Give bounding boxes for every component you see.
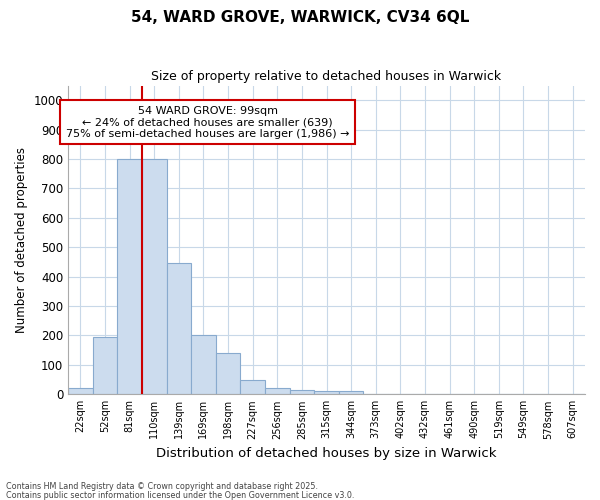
Bar xyxy=(314,392,339,394)
Bar xyxy=(241,380,265,394)
Bar xyxy=(191,336,216,394)
Bar xyxy=(142,159,167,394)
Bar xyxy=(167,264,191,394)
Text: 54, WARD GROVE, WARWICK, CV34 6QL: 54, WARD GROVE, WARWICK, CV34 6QL xyxy=(131,10,469,25)
Bar xyxy=(216,353,241,395)
Bar xyxy=(117,159,142,394)
Title: Size of property relative to detached houses in Warwick: Size of property relative to detached ho… xyxy=(151,70,502,83)
Bar xyxy=(339,392,364,394)
X-axis label: Distribution of detached houses by size in Warwick: Distribution of detached houses by size … xyxy=(156,447,497,460)
Text: Contains public sector information licensed under the Open Government Licence v3: Contains public sector information licen… xyxy=(6,490,355,500)
Bar xyxy=(68,388,92,394)
Text: 54 WARD GROVE: 99sqm
← 24% of detached houses are smaller (639)
75% of semi-deta: 54 WARD GROVE: 99sqm ← 24% of detached h… xyxy=(66,106,349,139)
Bar xyxy=(92,337,117,394)
Text: Contains HM Land Registry data © Crown copyright and database right 2025.: Contains HM Land Registry data © Crown c… xyxy=(6,482,318,491)
Bar xyxy=(265,388,290,394)
Bar xyxy=(290,390,314,394)
Y-axis label: Number of detached properties: Number of detached properties xyxy=(15,147,28,333)
